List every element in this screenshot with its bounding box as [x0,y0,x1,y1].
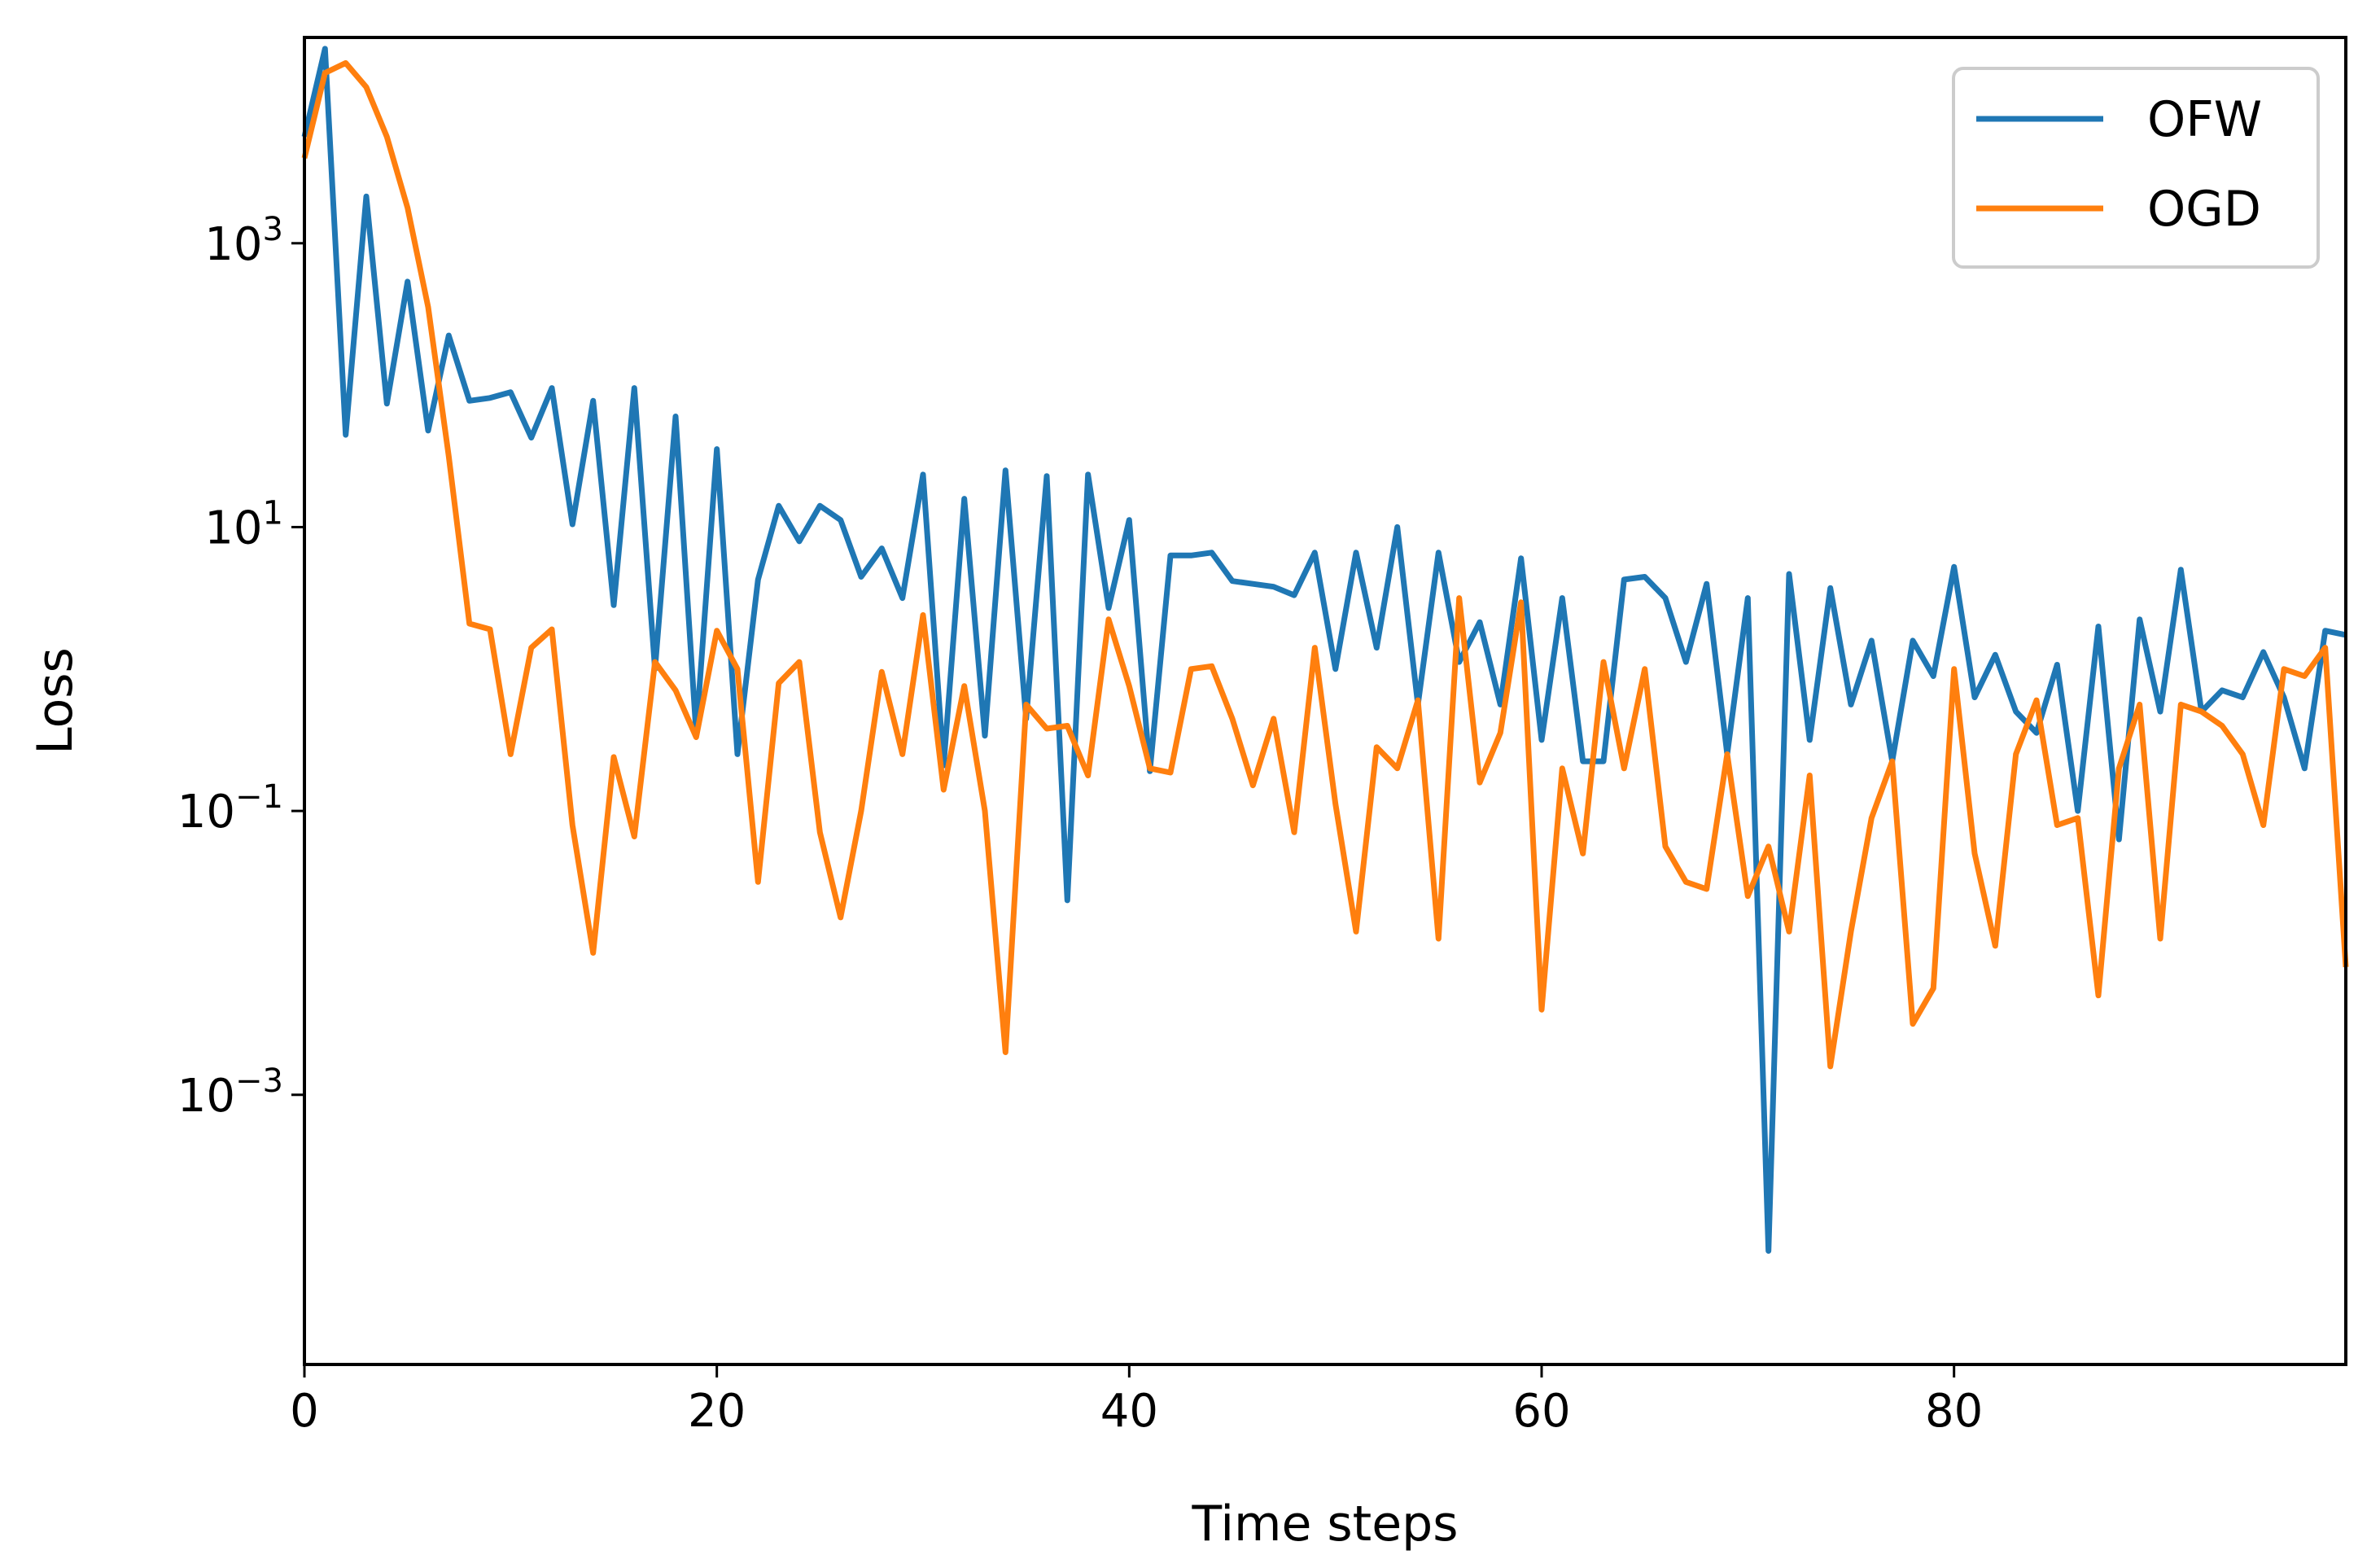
x-tick-label: 0 [290,1385,319,1438]
legend-box [1952,67,2320,269]
series-line-ofw [301,46,2347,1254]
y-tick-label: 101 [204,494,283,554]
x-tick-label: 20 [688,1385,746,1438]
series-line-ogd [301,59,2349,1070]
x-tick-label: 60 [1512,1385,1570,1438]
y-axis-label: Loss [27,647,84,755]
legend: OFW OGD [1952,67,2320,269]
x-axis-label: Time steps [1192,1496,1459,1553]
series-layer [301,46,2349,1254]
y-tick-label: 10−1 [177,778,283,839]
y-tick-label: 103 [204,211,283,271]
legend-label-ogd: OGD [2147,181,2261,238]
plot-area-frame [303,36,2347,1366]
x-tick-label: 80 [1925,1385,1983,1438]
y-tick-label: 10−3 [177,1062,283,1123]
legend-label-ofw: OFW [2147,91,2262,148]
tick-layer: 0 20 40 60 80 103 101 10−1 10−3 [177,211,1984,1438]
x-tick-label: 40 [1100,1385,1158,1438]
